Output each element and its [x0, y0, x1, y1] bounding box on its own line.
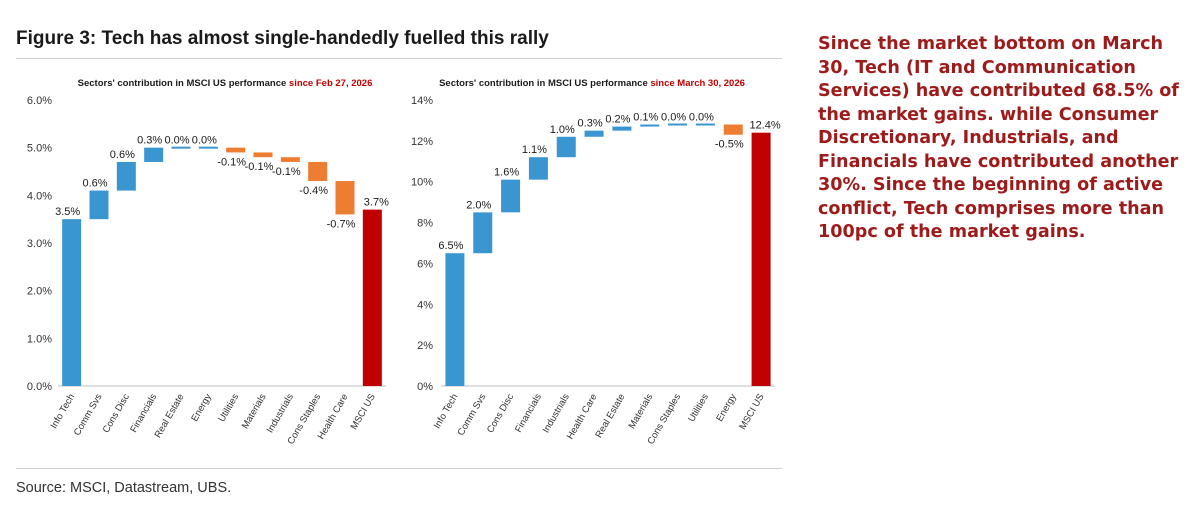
bar-financials — [528, 157, 548, 180]
y-tick-label: 2% — [417, 340, 433, 352]
category-label: MSCI US — [737, 392, 766, 432]
commentary-text: Since the market bottom on March 30, Tec… — [818, 34, 1179, 242]
bar-cons-disc — [116, 161, 136, 191]
y-tick-label: 12% — [411, 136, 433, 148]
y-tick-label: 0.0% — [27, 381, 52, 393]
data-label: 2.0% — [466, 199, 491, 211]
bar-msci-us — [751, 132, 771, 386]
bar-materials — [640, 124, 660, 127]
chart-title: Sectors' contribution in MSCI US perform… — [78, 78, 373, 89]
chart-1: Sectors' contribution in MSCI US perform… — [27, 78, 389, 446]
y-tick-label: 4.0% — [27, 190, 52, 202]
bar-health-care — [335, 181, 355, 215]
y-tick-label: 1.0% — [27, 333, 52, 345]
y-tick-label: 8% — [417, 218, 433, 230]
y-tick-label: 6.0% — [27, 95, 52, 107]
bar-materials — [253, 152, 273, 158]
data-label: 0.0% — [164, 135, 189, 147]
bar-cons-disc — [501, 179, 521, 213]
data-label: 0.6% — [110, 149, 135, 161]
bar-industrials — [280, 157, 300, 162]
chart-title-highlight: since March 30, 2026 — [650, 78, 745, 89]
bar-utilities — [226, 147, 246, 153]
bar-energy — [723, 124, 743, 135]
data-label: 3.7% — [364, 197, 389, 209]
chart-title-main: Sectors' contribution in MSCI US perform… — [78, 78, 289, 89]
y-tick-label: 10% — [411, 177, 433, 189]
data-label: 0.6% — [82, 178, 107, 190]
data-label: 0.0% — [689, 112, 714, 124]
data-label: -0.4% — [299, 185, 328, 197]
data-label: -0.1% — [245, 161, 274, 173]
category-label: Info Tech — [432, 392, 461, 431]
data-label: 0.3% — [578, 118, 603, 130]
bar-financials — [144, 147, 164, 162]
chart-2: Sectors' contribution in MSCI US perform… — [411, 78, 781, 446]
chart-title-highlight: since Feb 27, 2026 — [289, 78, 372, 89]
data-label: 0.2% — [605, 114, 630, 126]
data-label: 3.5% — [55, 206, 80, 218]
y-tick-label: 2.0% — [27, 286, 52, 298]
chart-title: Sectors' contribution in MSCI US perform… — [439, 78, 745, 89]
bar-msci-us — [362, 209, 382, 386]
data-label: -0.1% — [272, 166, 301, 178]
title-divider — [16, 58, 782, 59]
data-label: 1.0% — [550, 124, 575, 136]
data-label: -0.1% — [217, 156, 246, 168]
y-tick-label: 4% — [417, 299, 433, 311]
source-note: Source: MSCI, Datastream, UBS. — [16, 480, 232, 496]
data-label: 6.5% — [438, 240, 463, 252]
data-label: 12.4% — [749, 120, 780, 132]
category-label: Cons Disc — [485, 392, 516, 435]
y-tick-label: 3.0% — [27, 238, 52, 250]
y-tick-label: 0% — [417, 381, 433, 393]
category-label: Energy — [714, 392, 739, 424]
bar-real-estate — [171, 146, 191, 149]
bottom-divider — [16, 468, 782, 469]
bar-info-tech — [62, 219, 82, 386]
bar-info-tech — [445, 253, 465, 386]
data-label: 1.6% — [494, 167, 519, 179]
bar-health-care — [584, 130, 604, 137]
data-label: 0.0% — [192, 135, 217, 147]
chart-title-main: Sectors' contribution in MSCI US perform… — [439, 78, 650, 89]
figure-title: Figure 3: Tech has almost single-handedl… — [16, 28, 549, 49]
bar-utilities — [695, 123, 715, 126]
category-label: Financials — [513, 392, 544, 435]
bar-energy — [198, 146, 218, 149]
y-tick-label: 6% — [417, 258, 433, 270]
data-label: -0.5% — [715, 139, 744, 151]
bar-real-estate — [612, 126, 632, 131]
bar-comm-svs — [473, 212, 493, 254]
category-label: Utilities — [686, 392, 711, 424]
bar-comm-svs — [89, 190, 109, 220]
data-label: 0.0% — [661, 112, 686, 124]
category-label: Comm Svs — [456, 392, 489, 438]
data-label: 0.1% — [633, 112, 658, 124]
y-tick-label: 5.0% — [27, 143, 52, 155]
y-tick-label: 14% — [411, 95, 433, 107]
data-label: 0.3% — [137, 135, 162, 147]
category-label: Materials — [627, 392, 656, 431]
data-label: -0.7% — [327, 218, 356, 230]
category-label: Industrials — [541, 392, 572, 435]
data-label: 1.1% — [522, 144, 547, 156]
bar-cons-staples — [668, 123, 688, 126]
bar-cons-staples — [308, 161, 328, 182]
bar-industrials — [556, 136, 576, 158]
